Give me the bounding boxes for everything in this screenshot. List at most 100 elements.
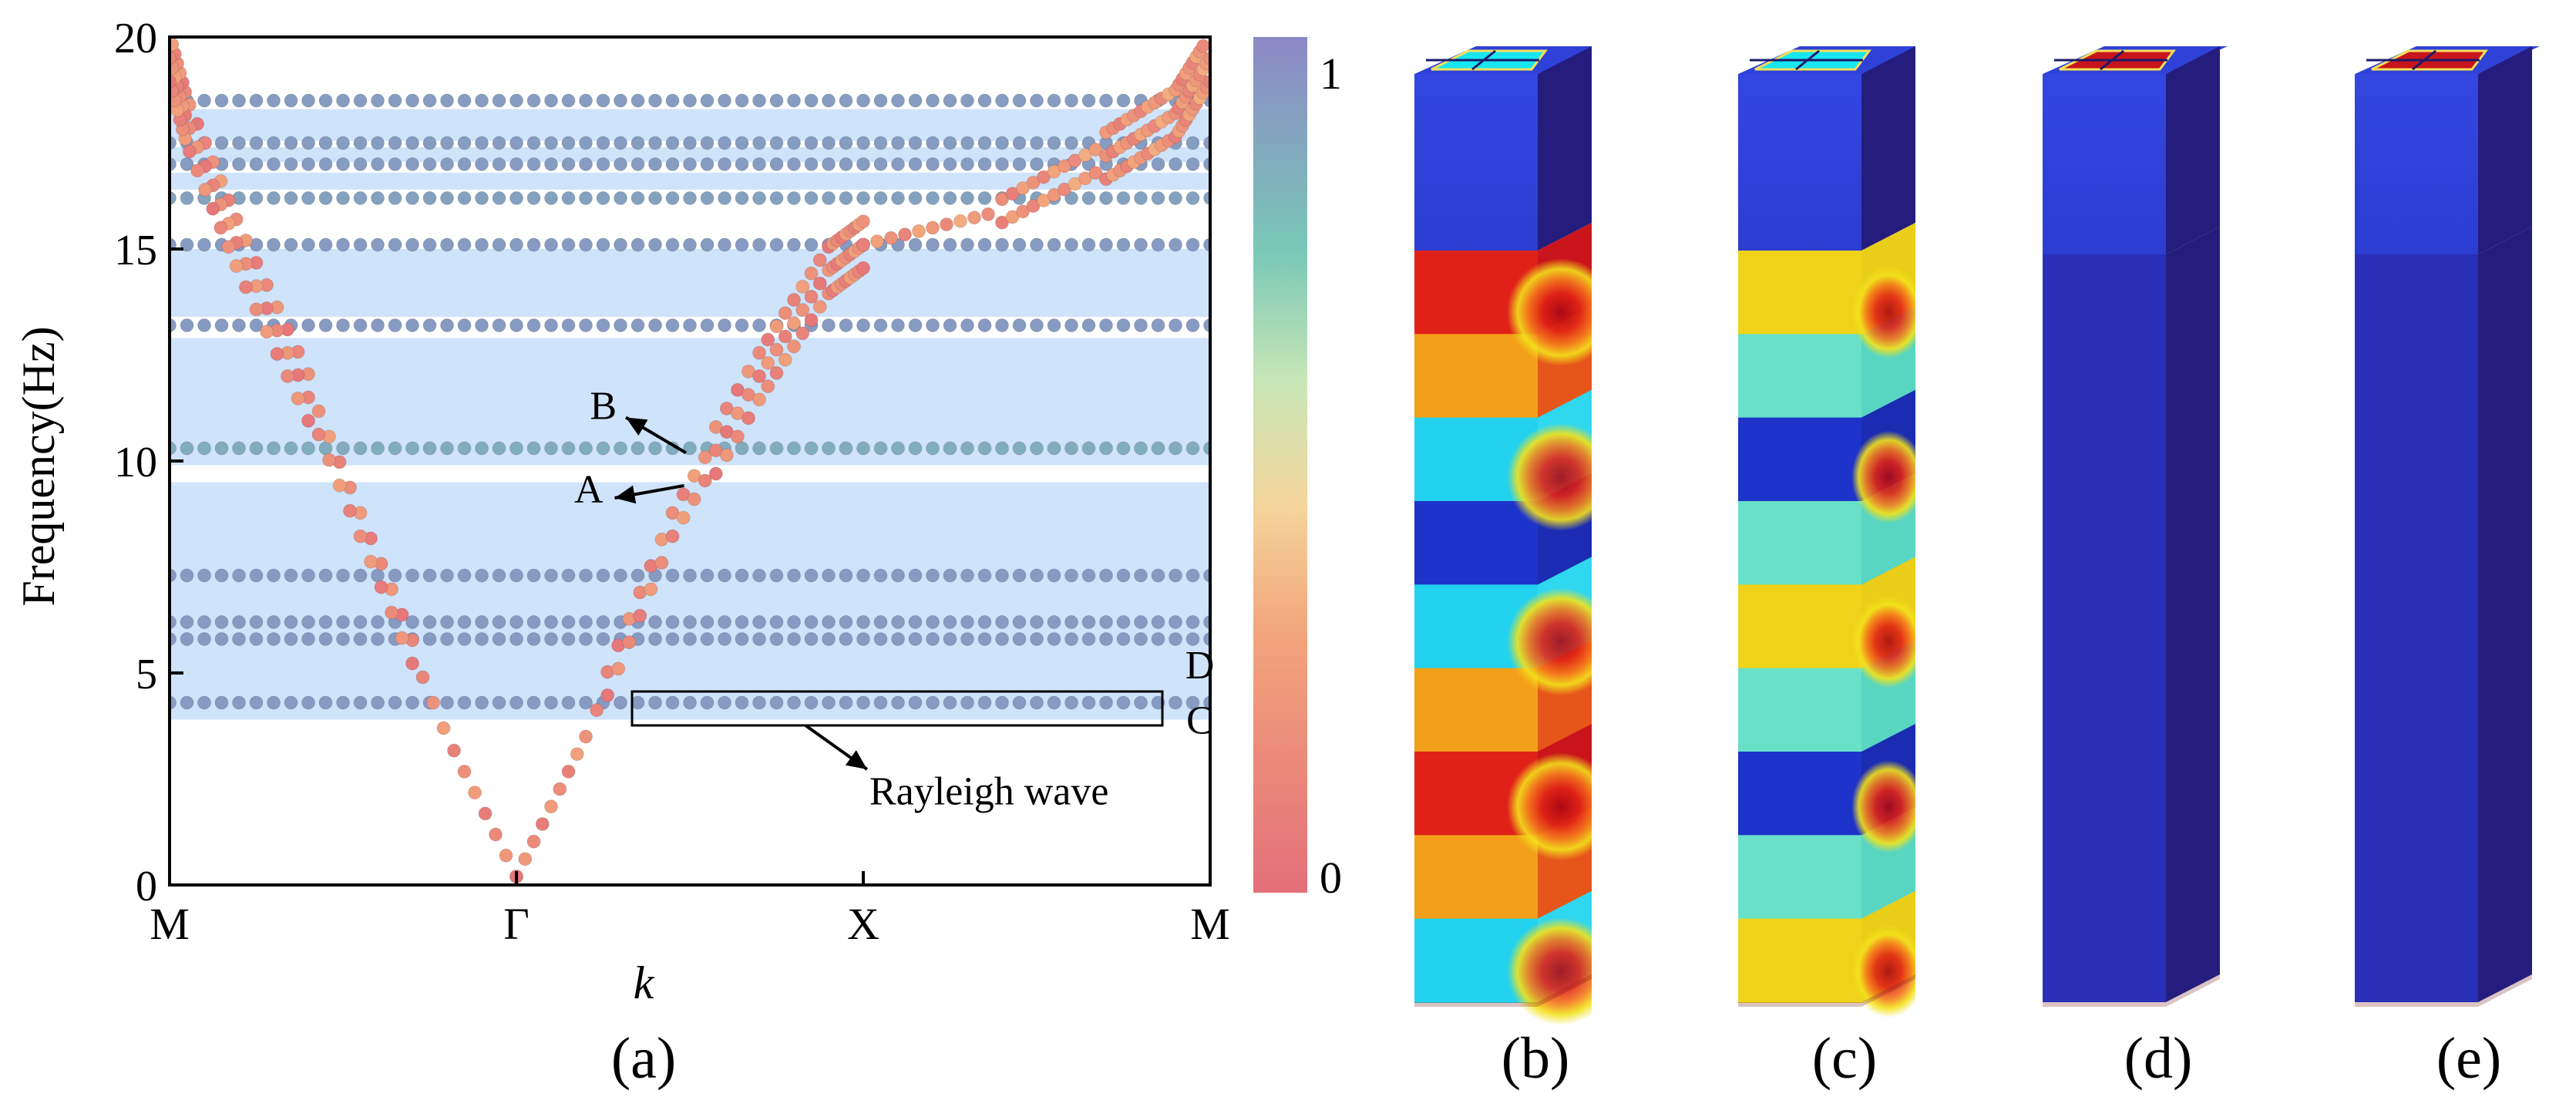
flat-band-5-point: [440, 318, 454, 332]
flat-band-8-point: [718, 157, 731, 171]
branch-Gamma-X-point: [787, 339, 801, 354]
branch-Gamma-X-point: [579, 729, 593, 744]
band-gap-3: [170, 173, 1210, 190]
flat-band-4-point: [752, 441, 766, 456]
flat-band-6-point: [492, 237, 506, 252]
flat-band-7-point: [977, 191, 992, 205]
flat-band-7-point: [422, 191, 437, 205]
flat-band-0-point: [665, 695, 680, 710]
branch-Gamma-X-point: [769, 319, 784, 334]
flat-band-6-point: [405, 237, 419, 252]
flat-band-1-point: [856, 632, 870, 646]
flat-band-1-point: [596, 632, 610, 646]
flat-band-1-point: [1185, 632, 1200, 646]
column-e-lower-side: [2478, 227, 2532, 1002]
flat-band-7-point: [891, 191, 905, 205]
flat-band-7-point: [718, 191, 731, 205]
flat-band-4-point: [579, 441, 593, 456]
branch-X-M-point: [1068, 153, 1082, 168]
flat-band-1-point: [1012, 632, 1027, 646]
flat-band-6-point: [735, 237, 749, 252]
flat-band-10-point: [422, 93, 437, 108]
flat-band-7-point: [1099, 191, 1113, 205]
flat-band-8-point: [665, 157, 680, 171]
flat-band-10-point: [839, 93, 853, 108]
flat-band-2-point: [943, 615, 957, 629]
flat-band-4-point: [509, 441, 523, 456]
flat-band-2-point: [995, 615, 1009, 629]
branch-Gamma-X-point: [611, 661, 626, 676]
flat-band-6-point: [960, 237, 974, 252]
flat-band-3-point: [631, 568, 645, 583]
branch-X-M-point: [1203, 51, 1210, 66]
branch-Gamma-M-point: [415, 670, 430, 685]
flat-band-1-point: [995, 632, 1009, 646]
flat-band-5-point: [492, 318, 506, 332]
branch-Gamma-X-point: [687, 492, 701, 506]
flat-band-4-point: [631, 441, 645, 456]
flat-band-9-point: [839, 136, 853, 150]
branch-X-M-point: [870, 234, 884, 249]
flat-band-9-point: [388, 136, 402, 150]
flat-band-0-point: [371, 695, 385, 710]
flat-band-6-point: [457, 237, 472, 252]
flat-band-7-point: [336, 191, 350, 205]
flat-band-3-point: [405, 568, 419, 583]
flat-band-1-point: [822, 632, 836, 646]
flat-band-5-point: [180, 318, 194, 332]
flat-band-0-point: [353, 695, 368, 710]
flat-band-3-point: [197, 568, 211, 583]
annotation-B: B: [590, 385, 617, 429]
flat-band-0-point: [822, 695, 836, 710]
branch-X-M-point: [884, 230, 898, 245]
branch-Gamma-X-point: [812, 276, 827, 291]
flat-band-9-point: [1064, 136, 1078, 150]
flat-band-2-point: [526, 615, 541, 629]
flat-band-5-point: [891, 318, 905, 332]
flat-band-6-point: [718, 237, 731, 252]
branch-Gamma-X-point: [795, 326, 810, 341]
flat-band-9-point: [561, 136, 576, 150]
flat-band-4-point: [908, 441, 923, 456]
flat-band-9-point: [249, 136, 264, 150]
branch-Gamma-M-point: [229, 259, 244, 273]
flat-band-4-point: [926, 441, 940, 456]
flat-band-10-point: [995, 93, 1009, 108]
flat-band-7-point: [822, 191, 836, 205]
flat-band-4-point: [839, 441, 853, 456]
flat-band-5-point: [561, 318, 576, 332]
branch-Gamma-M-point: [322, 453, 336, 467]
flat-band-2-point: [1064, 615, 1078, 629]
flat-band-0-point: [891, 695, 905, 710]
column-b-hotspot: [1507, 258, 1615, 366]
flat-band-8-point: [873, 157, 888, 171]
flat-band-2-point: [1081, 615, 1096, 629]
panel-label-e: (e): [2436, 1026, 2502, 1091]
branch-Gamma-X-point: [752, 392, 766, 407]
flat-band-1-point: [284, 632, 298, 646]
colorbar-max-label: 1: [1320, 49, 1342, 99]
branch-Gamma-M-point: [190, 163, 204, 178]
flat-band-3-point: [526, 568, 541, 583]
flat-band-0-point: [1169, 695, 1182, 710]
column-b-hotspot: [1507, 917, 1615, 1025]
flat-band-10-point: [318, 93, 333, 108]
flat-band-2-point: [544, 615, 558, 629]
flat-band-10-point: [353, 93, 368, 108]
flat-band-1-point: [197, 632, 211, 646]
flat-band-4-point: [1134, 441, 1148, 456]
y-axis: 0 5 10 15 20: [114, 15, 183, 910]
flat-band-1-point: [267, 632, 281, 646]
flat-band-0-point: [405, 695, 419, 710]
flat-band-3-point: [1012, 568, 1027, 583]
flat-band-9-point: [232, 136, 246, 150]
flat-band-0-point: [926, 695, 940, 710]
flat-band-0-point: [1064, 695, 1078, 710]
flat-band-2-point: [804, 615, 819, 629]
branch-X-M-point: [1196, 39, 1210, 53]
flat-band-4-point: [1047, 441, 1061, 456]
annotations: AB CD Rayleigh wave: [574, 385, 1214, 814]
branch-Gamma-M-point: [499, 848, 513, 863]
branch-X-M-point: [1026, 175, 1041, 190]
flat-band-1-point: [353, 632, 368, 646]
